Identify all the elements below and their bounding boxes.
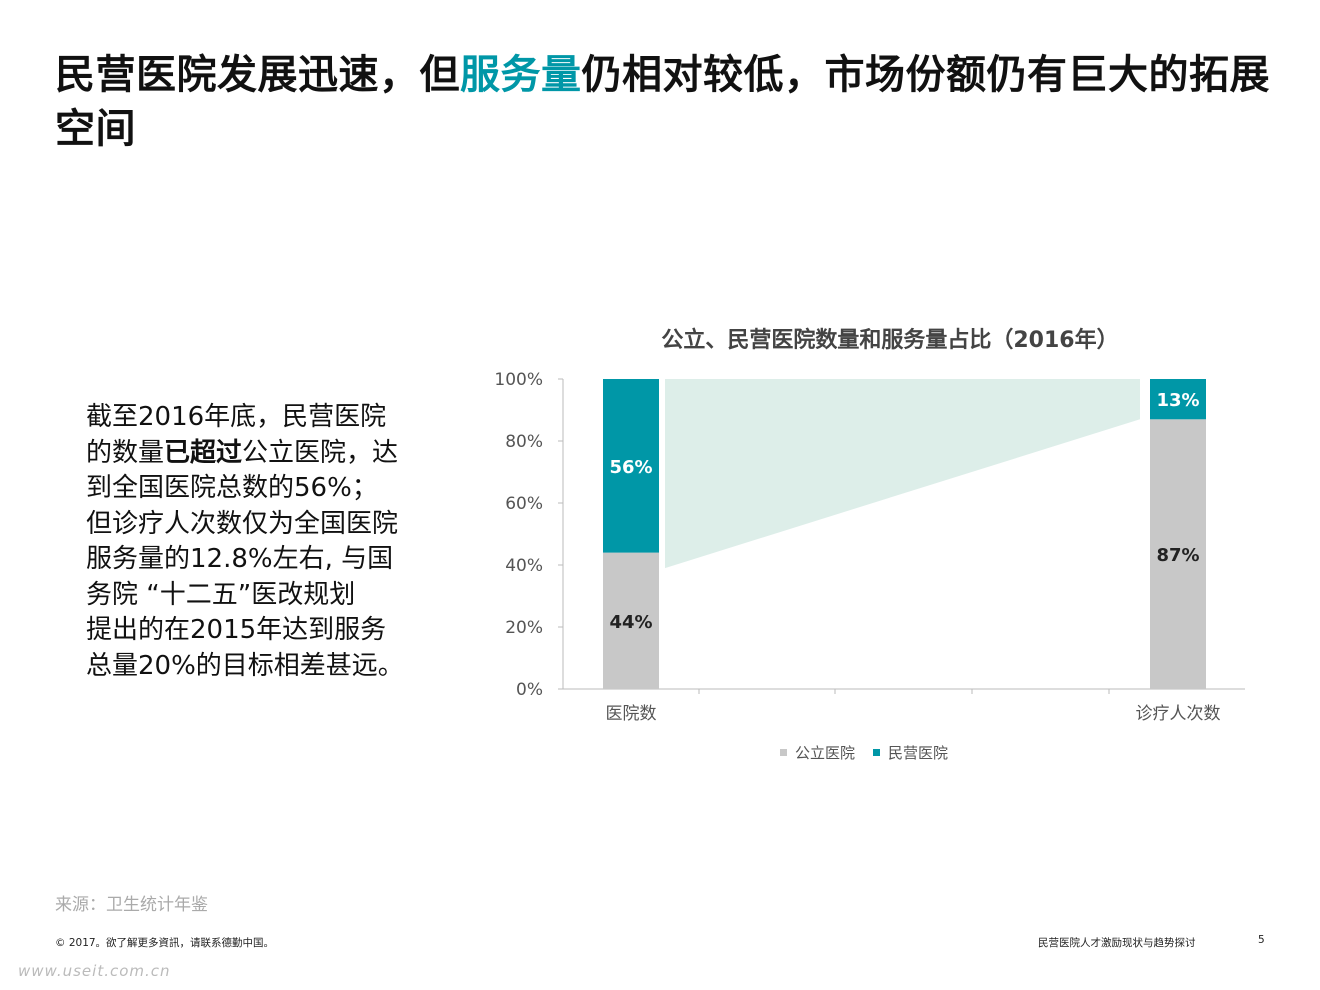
y-tick-label: 0% [516,680,543,700]
data-label: 56% [609,457,652,478]
summary-line-post: 公立医院，达 [242,437,399,468]
title-highlight: 服务量 [460,52,582,98]
y-tick-label: 100% [494,370,543,390]
legend-item: 民营医院 [873,742,948,763]
category-label: 医院数 [606,704,657,724]
data-label: 13% [1156,390,1199,411]
footer-copyright: © 2017。欲了解更多資訊，请联系德勤中国。 [55,937,275,949]
summary-line-pre: 的数量 [86,437,165,468]
y-tick-label: 40% [505,556,543,576]
y-tick-label: 80% [505,432,543,452]
title-part1: 民营医院发展迅速，但 [55,52,460,98]
bar-segment [1150,379,1206,420]
legend-swatch [780,749,787,756]
legend-swatch [873,749,881,756]
data-label: 44% [609,612,652,633]
summary-line-pre: 到全国医院总数的56%； [86,473,378,503]
summary-line-pre: 总量20%的目标相差甚远。 [86,650,404,681]
summary-line: 总量20%的目标相差甚远。 [86,649,446,685]
summary-line: 截至2016年底，民营医院 [86,400,446,436]
summary-line: 但诊疗人次数仅为全国医院 [86,507,446,543]
connector-band [665,379,1140,569]
bar-segment [603,379,659,553]
summary-text: 截至2016年底，民营医院 的数量已超过公立医院，达 到全国医院总数的56%； 但诊疗… [86,400,446,684]
chart-legend: 公立医院 民营医院 [780,742,948,763]
page-title: 民营医院发展迅速，但服务量仍相对较低，市场份额仍有巨大的拓展空间 [55,48,1275,156]
summary-line-strong: 已超过 [164,437,243,468]
y-tick-label: 60% [505,494,543,514]
bar-segment [603,552,659,689]
title-part2: 仍相对较低，市场份额仍有巨大的拓展空间 [55,52,1270,152]
watermark: www.useit.com.cn [18,962,171,980]
category-label: 诊疗人次数 [1136,704,1221,724]
summary-line: 提出的在2015年达到服务 [86,613,446,649]
page-number: 5 [1258,934,1265,946]
stacked-bar-chart: 0% 20% 40% 60% 80% 100% 44% 56% 医院数 87% 13% 诊疗人次数 [494,370,1245,724]
summary-line-pre: 务院 “十二五”医改规划 [86,579,356,610]
chart-title: 公立、民营医院数量和服务量占比（2016年） [661,328,1119,353]
legend-item: 公立医院 [780,742,855,763]
footer-report-title: 民营医院人才激励现状与趋势探讨 [1038,937,1196,949]
summary-line-pre: 但诊疗人次数仅为全国医院 [86,508,399,539]
summary-line: 到全国医院总数的56%； [86,471,446,507]
source-note: 来源：卫生统计年鉴 [55,895,208,915]
y-tick-label: 20% [505,618,543,638]
summary-line-pre: 截至2016年底，民营医院 [86,402,387,432]
summary-line: 的数量已超过公立医院，达 [86,436,446,472]
data-label: 87% [1156,545,1199,566]
legend-label: 公立医院 [795,744,856,762]
legend-label: 民营医院 [888,744,949,762]
summary-line: 务院 “十二五”医改规划 [86,578,446,614]
summary-line: 服务量的12.8%左右, 与国 [86,542,446,578]
bar-segment [1150,419,1206,689]
summary-line-pre: 提出的在2015年达到服务 [86,615,387,645]
summary-line-pre: 服务量的12.8%左右, 与国 [86,544,394,574]
